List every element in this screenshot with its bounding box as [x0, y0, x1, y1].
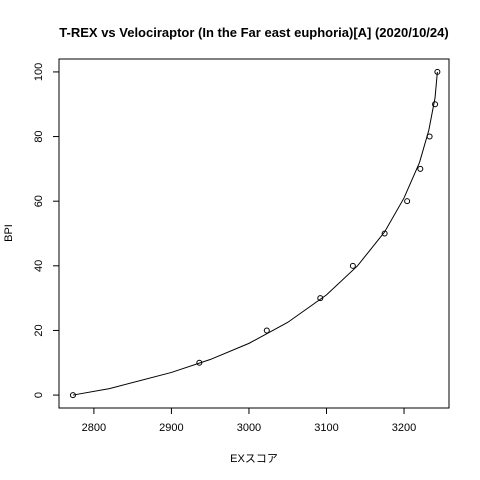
- chart-title: T-REX vs Velociraptor (In the Far east e…: [59, 25, 448, 40]
- data-points: [70, 69, 439, 397]
- x-tick-label: 2900: [159, 422, 183, 434]
- y-tick-label: 80: [33, 130, 45, 142]
- fitted-curve: [73, 72, 437, 395]
- data-point: [418, 166, 423, 171]
- y-axis-label: BPI: [3, 224, 15, 242]
- x-tick-label: 3100: [314, 422, 338, 434]
- y-tick-label: 20: [33, 324, 45, 336]
- y-tick-label: 40: [33, 260, 45, 272]
- x-axis-label: EXスコア: [230, 453, 278, 465]
- y-tick-label: 0: [33, 392, 45, 398]
- y-tick-label: 100: [33, 63, 45, 81]
- data-point: [405, 199, 410, 204]
- x-axis: 2800 2900 3000 3100 3200: [82, 408, 417, 434]
- data-point: [264, 328, 269, 333]
- x-tick-label: 2800: [82, 422, 106, 434]
- x-tick-label: 3200: [392, 422, 416, 434]
- y-axis: 0 20 40 60 80 100: [33, 63, 59, 398]
- data-point: [350, 263, 355, 268]
- plot-frame: [59, 59, 449, 408]
- x-tick-label: 3000: [237, 422, 261, 434]
- y-tick-label: 60: [33, 195, 45, 207]
- data-point: [427, 134, 432, 139]
